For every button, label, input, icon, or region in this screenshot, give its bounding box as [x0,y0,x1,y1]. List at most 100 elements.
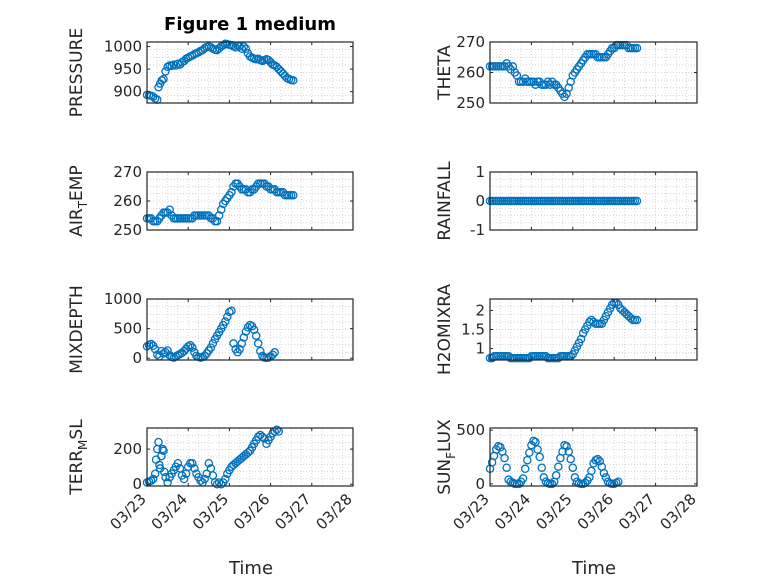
data-point [214,211,224,220]
data-point [502,463,511,472]
y-axis-label-pressure: PRESSURE [67,28,87,117]
data-point [514,479,524,489]
data-point [289,190,298,200]
data-point [251,331,261,340]
y-tick-label: 2 [475,301,485,319]
data-point [165,205,174,214]
y-tick-label: 950 [113,60,142,78]
data-point [632,315,642,325]
axes-box-pressure [146,41,354,104]
y-axis-label-tail: SL [67,419,87,440]
data-point [227,306,236,316]
data-point [554,462,563,471]
subplot-mixdepth: 0 500 1000 MIXDEPTH [67,285,354,374]
axes-box-mixdepth [146,298,354,361]
data-point [607,300,617,309]
data-point [229,339,238,348]
x-tick-label: 03/23 [107,490,150,533]
subplot-air_temp: 250 260 270 AIRTEMP [67,163,354,239]
y-axis-label-tail: EMP [67,165,87,201]
x-axis-label-left: Time [228,558,273,579]
data-point [173,458,183,468]
y-tick-label: 250 [113,221,142,239]
data-point [154,437,163,447]
data-point [212,217,222,226]
y-axis-label-theta: THETA [435,45,455,101]
data-point [531,437,540,447]
x-axis-label-right: Time [571,558,616,579]
data-point [237,339,247,348]
series-air_temp [142,179,298,226]
y-tick-label: 260 [113,192,142,210]
data-point [253,54,263,63]
data-point [289,76,298,85]
data-point [200,474,209,484]
data-point [539,473,549,482]
y-axis-label-subscript: M [76,440,90,450]
y-axis-label-mixdepth: MIXDEPTH [67,285,87,374]
data-point [249,325,259,335]
y-axis-label-text: AIR [67,208,87,237]
y-tick-label: 1000 [104,290,142,308]
series-terr_msl [142,425,284,489]
x-tick-label: 03/26 [574,490,617,533]
data-point [155,460,164,470]
data-point [239,42,249,51]
data-point [253,339,263,348]
y-axis-label-tail: LUX [435,419,455,452]
data-point [165,351,174,360]
data-point [216,205,226,214]
y-tick-label: 0 [475,475,485,493]
y-tick-label: 1000 [104,38,142,56]
data-point [237,44,247,54]
y-axis-label-rainfall: RAINFALL [435,161,455,241]
data-point [179,474,189,484]
x-tick-label: 03/28 [657,490,700,533]
data-point [576,334,586,344]
y-tick-label: 270 [456,33,485,51]
data-point [568,463,578,472]
data-point [157,346,166,356]
y-tick-label: 500 [113,320,142,338]
data-point [599,468,609,478]
data-point [570,473,580,482]
subplot-sun_flux: 03/2303/2403/2503/2603/2703/280500SUNFLU… [435,419,700,534]
y-axis-label-terr_msl: TERRMSL [67,419,90,496]
data-point [206,343,216,352]
series-pressure [142,39,298,105]
data-point [241,327,251,336]
y-axis-label-sun_flux: SUNFLUX [435,419,458,495]
x-tick-label: 03/28 [313,490,356,533]
data-point [535,452,544,462]
x-tick-label: 03/27 [615,490,658,533]
data-point [183,53,193,63]
data-point [523,455,532,465]
x-tick-label: 03/25 [189,490,232,533]
axes-box-sun_flux [489,427,698,487]
data-point [274,64,284,74]
y-tick-label: 1 [475,163,485,181]
data-point [159,74,168,84]
y-axis-label-air_temp: AIRTEMP [67,165,90,236]
y-tick-label: 0 [475,192,485,210]
data-point [632,43,642,53]
x-tick-label: 03/24 [491,490,534,533]
data-point [566,454,575,464]
series-rainfall [485,196,642,206]
x-tick-label: 03/27 [271,490,314,533]
y-tick-label: 0 [132,475,142,493]
y-axis-label-text: SUN [435,459,455,495]
data-point [239,333,249,342]
y-axis-label-h2omixra: H2OMIXRA [435,284,455,375]
data-point [186,340,195,350]
y-axis-label-subscript: F [444,452,458,459]
data-point [518,474,528,483]
y-tick-label: 900 [113,83,142,101]
y-tick-label: 500 [456,421,485,439]
figure-title: Figure 1 medium [164,14,336,35]
x-tick-label: 03/25 [532,490,575,533]
data-point [150,469,160,478]
data-point [188,458,197,468]
